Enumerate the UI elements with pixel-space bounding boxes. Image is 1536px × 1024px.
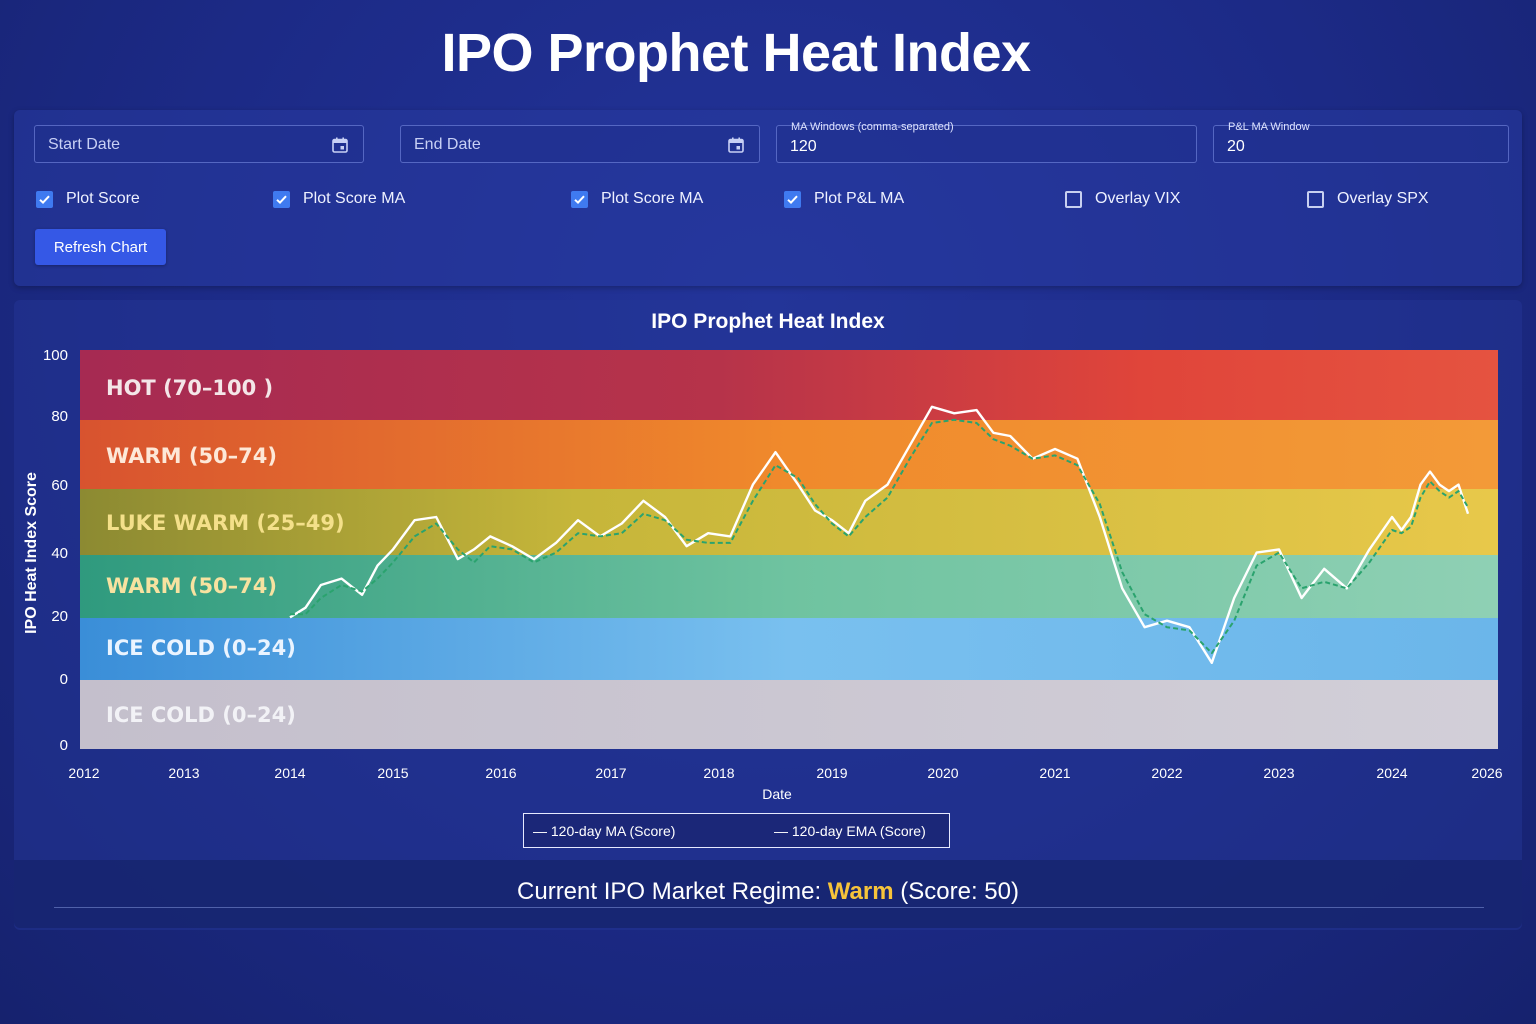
x-tick-label: 2021: [1039, 765, 1070, 781]
x-tick-label: 2026: [1471, 765, 1502, 781]
x-tick-label: 2014: [274, 765, 305, 781]
regime-band: [80, 489, 1498, 555]
ma-windows-value: 120: [790, 138, 817, 155]
overlay-spx-label: Overlay SPX: [1337, 190, 1429, 207]
pl-ma-window-input[interactable]: P&L MA Window 20: [1213, 121, 1509, 163]
x-tick-label: 2020: [927, 765, 958, 781]
x-tick-label: 2015: [377, 765, 408, 781]
overlay-vix-checkbox[interactable]: Overlay VIX: [1065, 188, 1180, 210]
plot-score-label: Plot Score: [66, 190, 140, 207]
x-tick-label: 2017: [595, 765, 626, 781]
x-tick-label: 2019: [816, 765, 847, 781]
plot-score-ma-checkbox[interactable]: Plot Score MA: [273, 188, 405, 210]
plot-score-checkbox[interactable]: Plot Score: [36, 188, 140, 210]
regime-band: [80, 350, 1498, 420]
checkbox-checked-icon[interactable]: [571, 190, 588, 208]
regime-score: (Score: 50): [900, 878, 1019, 905]
overlay-vix-label: Overlay VIX: [1095, 190, 1181, 207]
regime-prefix: Current IPO Market Regime:: [517, 878, 822, 905]
page-title: IPO Prophet Heat Index: [441, 23, 1031, 83]
regime-value: Warm: [827, 878, 894, 905]
chart-svg: HOT (70–100 ) WARM (50–74) LUKE WARM (25–4…: [23, 347, 1502, 802]
plot-score-ma-label: Plot Score MA: [303, 190, 406, 207]
plot-pl-ma-label: Plot P&L MA: [814, 190, 905, 207]
legend-item-ema: — 120-day EMA (Score): [774, 823, 926, 839]
chart-legend: — 120-day MA (Score) — 120-day EMA (Scor…: [523, 813, 950, 848]
calendar-icon[interactable]: [727, 136, 745, 154]
plot-pl-ma-checkbox[interactable]: Plot P&L MA: [784, 188, 904, 210]
legend-item-ma: — 120-day MA (Score): [533, 823, 676, 839]
band-label: WARM (50–74): [106, 444, 277, 468]
legend-ma-label: 120-day MA (Score): [550, 823, 676, 839]
x-tick-label: 2022: [1151, 765, 1182, 781]
regime-divider: [54, 907, 1484, 908]
regime-status: Current IPO Market Regime: Warm (Score: …: [0, 878, 1536, 906]
checkbox-checked-icon[interactable]: [273, 190, 290, 208]
x-tick-label: 2023: [1263, 765, 1294, 781]
regime-band: [80, 680, 1498, 749]
ma-windows-input[interactable]: MA Windows (comma-separated) 120: [776, 121, 1197, 163]
x-tick-label: 2013: [168, 765, 199, 781]
checkbox-unchecked-icon[interactable]: [1307, 190, 1324, 208]
chart-title: IPO Prophet Heat Index: [651, 310, 885, 333]
y-tick-label: 40: [51, 545, 68, 562]
overlay-spx-checkbox[interactable]: Overlay SPX: [1307, 188, 1429, 210]
ema-series-line: [290, 418, 1469, 655]
regime-band: [80, 618, 1498, 680]
start-date-input[interactable]: Start Date: [34, 125, 364, 163]
band-label: ICE COLD (0–24): [106, 636, 296, 660]
ma-series-line: [289, 405, 1470, 664]
x-tick-label: 2012: [68, 765, 99, 781]
y-tick-label: 80: [51, 408, 68, 425]
regime-band: [80, 420, 1498, 489]
regime-band: [80, 555, 1498, 618]
x-tick-label: 2016: [485, 765, 516, 781]
refresh-chart-button[interactable]: Refresh Chart: [35, 229, 166, 265]
band-label: HOT (70–100 ): [106, 376, 273, 400]
x-tick-label: 2018: [703, 765, 734, 781]
pl-ma-window-label: P&L MA Window: [1228, 121, 1310, 133]
band-label: LUKE WARM (25–49): [106, 511, 345, 535]
y-tick-label: 100: [43, 347, 68, 364]
plot-score-ma-2-checkbox[interactable]: Plot Score MA: [571, 188, 703, 210]
regime-bar: [14, 860, 1522, 928]
band-label: ICE COLD (0–24): [106, 703, 296, 727]
y-tick-label: 60: [51, 477, 68, 494]
legend-ema-label: 120-day EMA (Score): [791, 823, 926, 839]
checkbox-row: Plot Score Plot Score MA Plot Score MA P…: [14, 188, 1522, 212]
y-tick-label: 20: [51, 608, 68, 625]
checkbox-checked-icon[interactable]: [36, 190, 53, 208]
controls-panel: Start Date End Date MA Windows (comma-se…: [14, 110, 1522, 286]
ma-windows-label: MA Windows (comma-separated): [791, 121, 954, 133]
end-date-placeholder: End Date: [414, 136, 481, 153]
calendar-icon[interactable]: [331, 136, 349, 154]
band-label: WARM (50–74): [106, 574, 277, 598]
x-axis-label: Date: [762, 786, 792, 802]
x-tick-label: 2024: [1376, 765, 1407, 781]
checkbox-unchecked-icon[interactable]: [1065, 190, 1082, 208]
y-tick-label: 0: [60, 737, 68, 754]
y-tick-label: 0: [60, 671, 68, 688]
pl-ma-window-value: 20: [1227, 138, 1245, 155]
plot-score-ma-2-label: Plot Score MA: [601, 190, 704, 207]
y-axis-label: IPO Heat Index Score: [23, 472, 40, 634]
end-date-input[interactable]: End Date: [400, 125, 760, 163]
start-date-placeholder: Start Date: [48, 136, 121, 153]
checkbox-checked-icon[interactable]: [784, 190, 801, 208]
